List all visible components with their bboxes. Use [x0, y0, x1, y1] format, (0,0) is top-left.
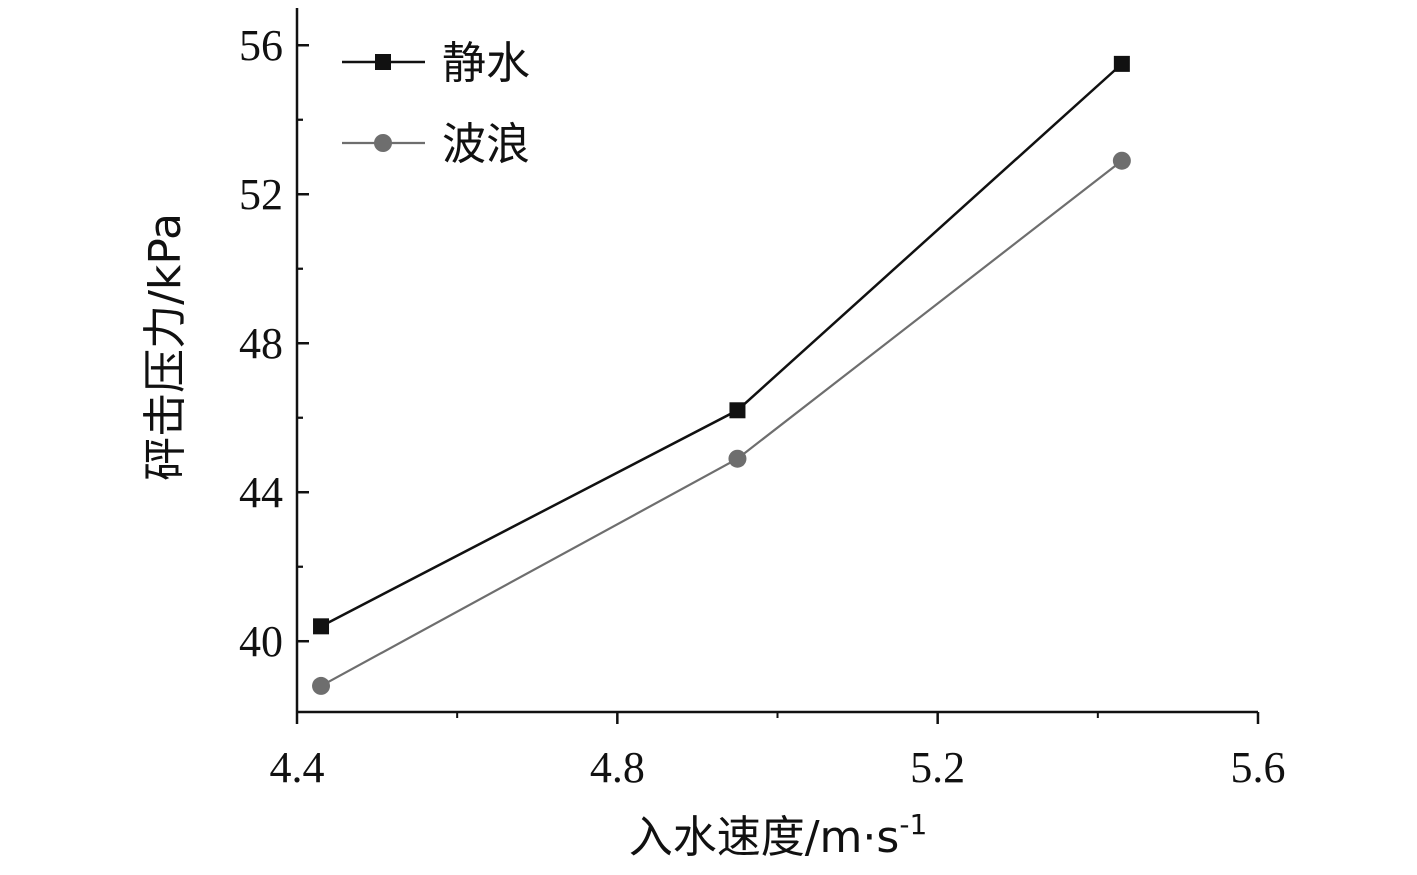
x-tick-label: 5.2 — [910, 743, 965, 792]
y-axis-title: 砰击压力/kPa — [140, 213, 191, 481]
data-point-circle — [312, 676, 331, 695]
data-point-circle — [728, 449, 747, 468]
x-tick-label: 4.4 — [270, 743, 325, 792]
x-tick-label: 5.6 — [1231, 743, 1286, 792]
x-axis-title-main: 入水速度/m·s — [629, 812, 900, 863]
data-point-square — [1113, 55, 1130, 72]
x-tick-label: 4.8 — [590, 743, 645, 792]
y-tick-label: 48 — [239, 319, 283, 368]
y-tick-label: 56 — [239, 21, 283, 70]
x-axis-title-superscript: -1 — [899, 808, 927, 841]
series-line — [320, 159, 1123, 687]
ticks: 40 44 48 52 56 4.4 4.8 5.2 5.6 — [239, 21, 1286, 792]
x-axis-title: 入水速度/m·s-1 — [629, 808, 928, 863]
series — [312, 55, 1131, 695]
axes — [295, 8, 1258, 714]
legend-label: 波浪 — [442, 119, 530, 170]
legend-marker-square — [375, 54, 391, 70]
y-tick-label: 40 — [239, 617, 283, 666]
y-tick-label: 44 — [239, 468, 283, 517]
legend-label: 静水 — [442, 38, 530, 89]
data-point-circle — [1112, 151, 1131, 170]
y-tick-label: 52 — [239, 170, 283, 219]
data-point-square — [313, 618, 330, 635]
data-point-square — [729, 402, 746, 419]
legend-marker-circle — [374, 134, 392, 152]
